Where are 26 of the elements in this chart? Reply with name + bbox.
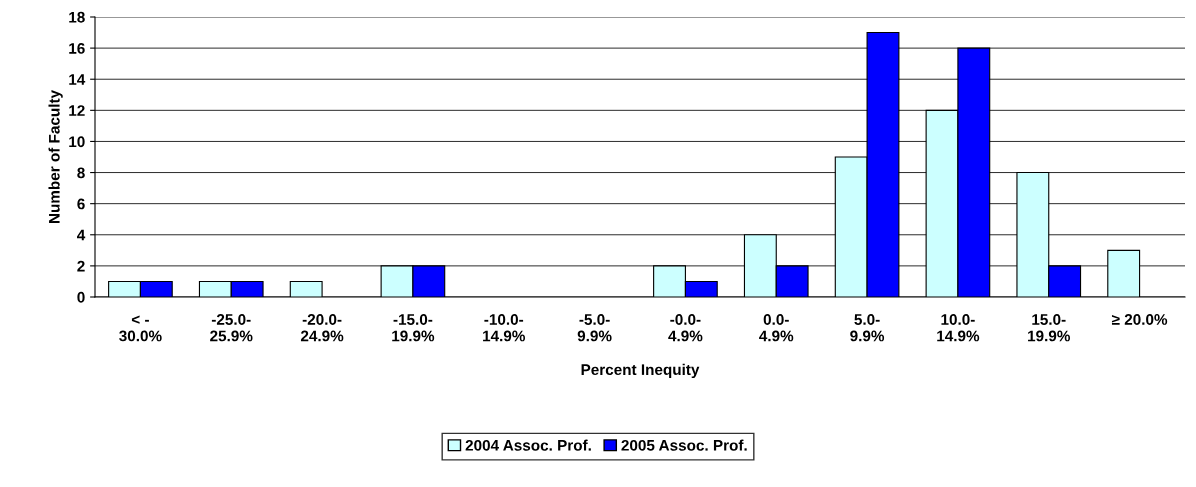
y-tick-label: 14 xyxy=(69,74,86,85)
legend-label: 2005 Assoc. Prof. xyxy=(621,439,747,451)
x-tick-label: -10.0- 14.9% xyxy=(483,314,526,342)
x-tick-label: -5.0- 9.9% xyxy=(577,314,612,342)
x-tick-label: 0.0- 4.9% xyxy=(759,314,794,342)
x-tick-label: 10.0- 14.9% xyxy=(937,314,980,342)
x-tick-label: -25.0- 25.9% xyxy=(210,314,253,342)
y-tick-label: 2 xyxy=(77,260,85,272)
y-tick-label: 8 xyxy=(77,167,85,179)
y-tick-label: 12 xyxy=(69,105,85,116)
x-tick-label: 5.0- 9.9% xyxy=(850,314,885,342)
y-axis-title: Number of Faculty xyxy=(48,90,63,224)
y-tick-label: 4 xyxy=(77,229,86,241)
x-tick-label: < - 30.0% xyxy=(119,315,162,342)
y-tick-label: 18 xyxy=(69,11,85,23)
legend-label: 2004 Assoc. Prof. xyxy=(465,439,591,451)
y-tick-label: 10 xyxy=(69,136,85,148)
x-tick-label: -20.0- 24.9% xyxy=(300,314,344,342)
x-tick-label: ≥ 20.0% xyxy=(1111,314,1168,325)
x-axis-title: Percent Inequity xyxy=(581,363,700,379)
y-tick-label: 16 xyxy=(69,42,85,54)
x-tick-label: -0.0- 4.9% xyxy=(668,314,703,342)
y-tick-label: 0 xyxy=(77,291,85,303)
y-tick-label: 6 xyxy=(77,198,85,210)
x-tick-label: -15.0- 19.9% xyxy=(392,314,435,342)
x-tick-label: 15.0- 19.9% xyxy=(1028,314,1071,342)
